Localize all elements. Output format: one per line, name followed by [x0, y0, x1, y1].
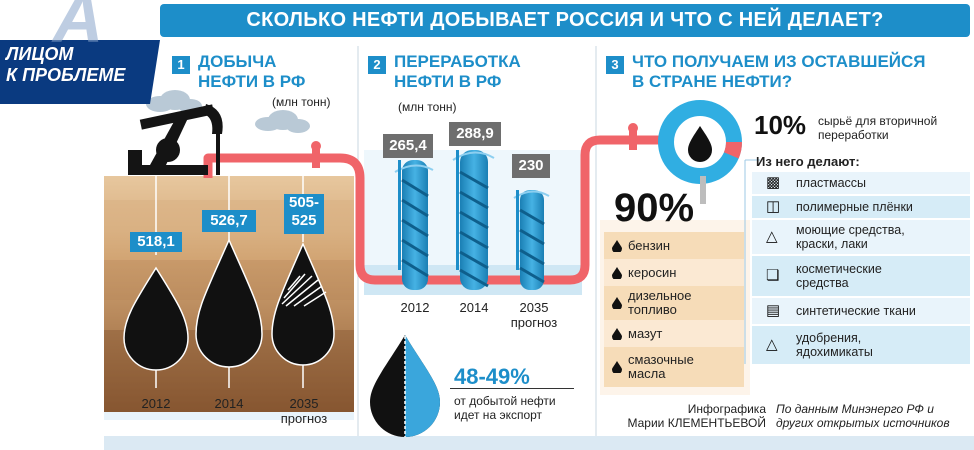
export-caption: от добытой нефти идет на экспорт — [454, 394, 556, 422]
section-title: ПЕРЕРАБОТКА НЕФТИ В РФ — [394, 52, 521, 91]
forecast-hatch — [281, 273, 327, 307]
unit-label: (млн тонн) — [272, 95, 331, 109]
fuel-item: смазочные масла — [604, 347, 744, 387]
derivative-item: ❏ косметические средства — [752, 256, 970, 296]
fuel-item: бензин — [604, 232, 744, 259]
oil-drop-icon — [612, 240, 622, 252]
oil-drop-icon — [612, 297, 622, 309]
secondary-caption: сырьё для вторичной переработки — [818, 114, 938, 142]
author-credit: Инфографика Марии КЛЕМЕНТЬЕВОЙ — [627, 402, 766, 430]
section-title: ДОБЫЧА НЕФТИ В РФ — [198, 52, 306, 91]
pipeline — [203, 135, 675, 285]
rubric-badge: А — [0, 0, 160, 104]
cloud-icon — [146, 90, 202, 113]
year-label: 2014 — [459, 300, 489, 315]
secondary-share-ring — [658, 100, 743, 184]
refinery-column-icon — [394, 160, 434, 290]
pipe-valve-icon — [629, 130, 637, 150]
production-value: 518,1 — [130, 232, 182, 252]
shirt-icon: ▤ — [766, 302, 781, 319]
cloud-icon — [255, 110, 310, 133]
year-label: 2012 — [141, 396, 171, 411]
year-label: 2035 прогноз — [280, 396, 328, 426]
fuel-percent: 90% — [614, 186, 695, 230]
fuel-item: мазут — [604, 320, 744, 347]
fuel-item: дизельное топливо — [604, 286, 744, 320]
pipe-valve-icon — [312, 148, 320, 168]
refining-value: 230 — [512, 154, 550, 178]
export-drop-chart — [370, 335, 440, 437]
oil-drop-icon — [271, 242, 335, 366]
spray-icon: △ — [766, 228, 778, 245]
refining-value: 265,4 — [383, 134, 433, 158]
infographic-title: СКОЛЬКО НЕФТИ ДОБЫВАЕТ РОССИЯ И ЧТО С НЕ… — [160, 4, 970, 37]
unit-label: (млн тонн) — [398, 100, 457, 114]
derivatives-header: Из него делают: — [756, 154, 860, 169]
oil-drop-icon — [688, 126, 712, 162]
section-number: 1 — [172, 56, 190, 74]
section-number: 2 — [368, 56, 386, 74]
source-credit: По данным Минэнерго РФ и других открытых … — [776, 402, 950, 430]
pump-jack-icon — [128, 104, 223, 175]
fuel-item: керосин — [604, 259, 744, 286]
section-title: ЧТО ПОЛУЧАЕМ ИЗ ОСТАВШЕЙСЯ В СТРАНЕ НЕФТИ… — [632, 52, 926, 91]
oil-drop-icon — [612, 267, 622, 279]
oil-drop-icon — [195, 238, 263, 368]
derivative-item: ◫ полимерные плёнки — [752, 196, 970, 218]
production-value: 505- 525 — [284, 194, 324, 234]
secondary-percent: 10% — [754, 110, 807, 140]
derivative-item: △ удобрения, ядохимикаты — [752, 326, 970, 364]
bag-icon: ◫ — [766, 198, 781, 215]
refinery-column-icon — [452, 150, 495, 290]
production-value: 526,7 — [202, 210, 256, 232]
rubric-label: ЛИЦОМ К ПРОБЛЕМЕ — [6, 44, 126, 85]
year-label: 2035 прогноз — [510, 300, 558, 330]
refinery-column-icon — [513, 190, 550, 290]
brush-icon: ❏ — [766, 267, 780, 284]
export-percent: 48-49% — [454, 364, 530, 389]
year-label: 2014 — [214, 396, 244, 411]
flask-icon: △ — [766, 336, 778, 353]
oil-drop-icon — [123, 266, 189, 371]
logo-mark: А — [51, 0, 104, 57]
oil-drop-icon — [612, 328, 622, 340]
year-label: 2012 — [400, 300, 430, 315]
section-number: 3 — [606, 56, 624, 74]
bottle-icon: ▩ — [766, 174, 781, 191]
derivative-item: ▤ синтетические ткани — [752, 298, 970, 324]
oil-drop-icon — [612, 361, 622, 373]
derivative-item: ▩ пластмассы — [752, 172, 970, 194]
refining-value: 288,9 — [449, 122, 501, 146]
derivative-item: △ моющие средства, краски, лаки — [752, 220, 970, 254]
